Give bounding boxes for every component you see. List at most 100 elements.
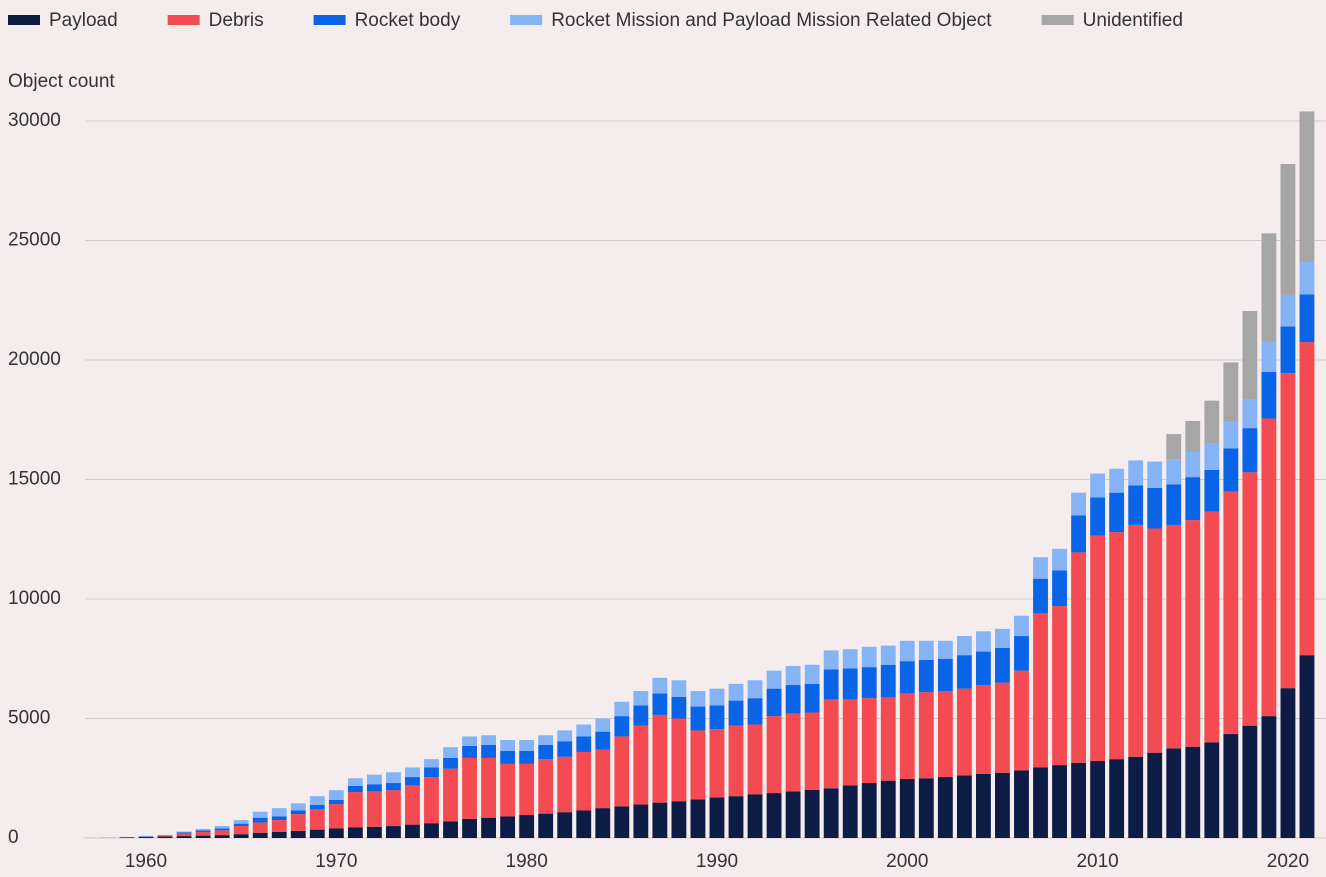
bar-segment xyxy=(328,828,344,838)
bar-segment xyxy=(1185,520,1201,747)
x-tick-label: 2010 xyxy=(1076,851,1118,872)
bar-segment xyxy=(633,691,649,706)
bar-segment xyxy=(766,688,782,717)
bar-segment xyxy=(899,661,915,694)
bar-segment xyxy=(1242,428,1258,473)
bar-segment xyxy=(519,740,535,751)
bar-segment xyxy=(880,664,896,697)
bar-segment xyxy=(271,831,287,838)
legend-swatch xyxy=(1041,15,1074,25)
bar-segment xyxy=(842,649,858,669)
bar-segment xyxy=(424,759,439,768)
bar-segment xyxy=(443,757,458,769)
bar-segment xyxy=(937,691,953,778)
bar-segment xyxy=(956,636,972,656)
bar-segment xyxy=(709,688,725,706)
bar-segment xyxy=(1071,762,1087,838)
bar-segment xyxy=(1280,688,1296,838)
bar-segment xyxy=(1242,725,1258,838)
bar-segment xyxy=(976,631,991,652)
bar-segment xyxy=(671,696,687,719)
bar-segment xyxy=(918,659,934,693)
bar-segment xyxy=(214,828,230,831)
bar-segment xyxy=(1223,422,1239,449)
bar-segment xyxy=(823,788,839,838)
x-tick-label: 2000 xyxy=(886,851,928,872)
bar-segment xyxy=(1280,295,1296,327)
bar-segment xyxy=(252,822,268,833)
bar-segment xyxy=(1185,420,1201,453)
bar-segment xyxy=(1052,765,1067,838)
bar-segment xyxy=(500,816,516,838)
bar-segment xyxy=(785,665,801,686)
x-tick-label: 1960 xyxy=(125,851,167,872)
bar-segment xyxy=(861,667,877,699)
bar-segment xyxy=(823,650,839,670)
bar-segment xyxy=(1014,615,1029,637)
bar-segment xyxy=(576,810,592,838)
legend-label: Rocket Mission and Payload Mission Relat… xyxy=(551,10,992,31)
bar-segment xyxy=(766,793,782,838)
bar-segment xyxy=(728,700,744,726)
bar-segment xyxy=(271,820,287,832)
y-tick-label: 5000 xyxy=(8,708,50,729)
bar-segment xyxy=(1242,311,1258,400)
bar-segment xyxy=(633,725,649,805)
bar-segment xyxy=(557,741,573,757)
bar-segment xyxy=(309,796,325,806)
bar-segment xyxy=(309,829,325,838)
bar-segment xyxy=(614,806,630,838)
bar-segment xyxy=(195,832,211,836)
bar-segment xyxy=(804,789,820,838)
bar-segment xyxy=(1261,233,1277,343)
bar-segment xyxy=(405,824,420,838)
bar-segment xyxy=(1128,524,1144,757)
bar-segment xyxy=(1242,399,1258,429)
bar-segment xyxy=(595,749,611,809)
bar-segment xyxy=(290,814,306,831)
bar-segment xyxy=(690,691,706,707)
bar-segment xyxy=(538,735,554,745)
y-axis-title: Object count xyxy=(8,71,115,92)
bar-segment xyxy=(405,777,420,786)
bar-segment xyxy=(709,729,725,798)
bar-segment xyxy=(195,830,211,833)
bar-segment xyxy=(424,767,439,778)
bar-segment xyxy=(766,716,782,794)
bar-segment xyxy=(576,751,592,811)
bar-segment xyxy=(519,763,535,816)
bar-segment xyxy=(1204,400,1220,444)
bar-segment xyxy=(1204,511,1220,743)
bar-segment xyxy=(195,835,211,838)
bar-segment xyxy=(899,778,915,838)
bar-segment xyxy=(1147,461,1163,488)
bar-segment xyxy=(309,805,325,810)
bar-segment xyxy=(557,812,573,838)
bar-segment xyxy=(1166,748,1182,838)
bar-segment xyxy=(1147,528,1163,753)
bar-segment xyxy=(252,817,268,823)
bar-segment xyxy=(366,826,382,838)
bar-segment xyxy=(747,724,763,795)
bar-segment xyxy=(481,757,497,818)
bar-segment xyxy=(956,655,972,689)
bar-segment xyxy=(1299,262,1315,295)
bar-segment xyxy=(576,724,592,737)
bar-segment xyxy=(328,799,344,805)
bar-segment xyxy=(861,783,877,838)
bar-segment xyxy=(1166,524,1182,749)
bar-segment xyxy=(519,815,535,838)
bar-segment xyxy=(462,757,477,819)
bar-segment xyxy=(1204,742,1220,838)
bar-segment xyxy=(557,756,573,813)
bar-segment xyxy=(976,651,991,686)
bar-segment xyxy=(366,774,382,785)
bar-segment xyxy=(462,745,477,758)
bar-segment xyxy=(1280,373,1296,689)
bar-segment xyxy=(233,826,249,835)
bar-segment xyxy=(1185,746,1201,838)
bar-segment xyxy=(747,794,763,838)
bar-segment xyxy=(1128,756,1144,838)
bar-segment xyxy=(785,791,801,838)
